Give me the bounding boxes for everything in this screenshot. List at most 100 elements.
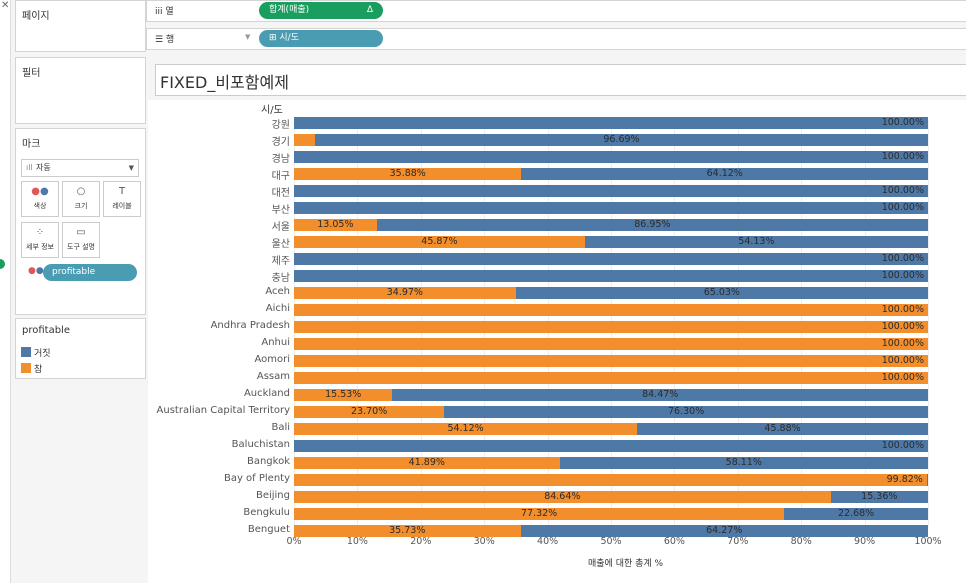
x-tick-label: 100% <box>914 536 942 547</box>
bar-segment-false[interactable] <box>294 270 928 282</box>
bar-segment-true[interactable] <box>294 321 928 333</box>
row-label[interactable]: Benguet <box>247 524 290 535</box>
row-label[interactable]: Baluchistan <box>231 439 290 450</box>
bar-segment-false[interactable] <box>294 151 928 163</box>
chevron-down-icon[interactable]: ▼ <box>245 33 251 41</box>
bar-segment-false[interactable] <box>637 423 928 435</box>
bar-chart-icon: ıll <box>26 163 33 172</box>
bar-segment-true[interactable] <box>294 457 560 469</box>
mark-type-select[interactable]: ıll 자동 ▼ <box>21 159 139 177</box>
bar-segment-false[interactable] <box>392 389 928 401</box>
x-tick-label: 80% <box>790 536 812 547</box>
bar-segment-false[interactable] <box>515 287 928 299</box>
row-label[interactable]: 충남 <box>271 273 290 284</box>
bar-segment-false[interactable] <box>520 525 928 537</box>
bar-segment-true[interactable] <box>294 491 831 503</box>
tooltip-label: 도구 설명 <box>67 243 95 251</box>
bar-segment-false[interactable] <box>376 219 928 231</box>
bar-segment-true[interactable] <box>294 168 522 180</box>
bar-segment-false[interactable] <box>294 185 928 197</box>
bar-segment-false[interactable] <box>314 134 928 146</box>
bar-segment-false[interactable] <box>784 508 928 520</box>
data-label: 41.89% <box>408 457 445 468</box>
row-label[interactable]: Bay of Plenty <box>223 473 290 484</box>
bar-segment-true[interactable] <box>294 355 928 367</box>
row-label[interactable]: 경기 <box>271 137 290 148</box>
row-label[interactable]: Aichi <box>265 303 290 314</box>
x-tick-label: 0% <box>286 536 302 547</box>
bar-segment-false[interactable] <box>830 491 928 503</box>
x-tick-label: 40% <box>537 536 559 547</box>
bar-segment-true[interactable] <box>294 338 928 350</box>
bar-segment-true[interactable] <box>294 406 445 418</box>
columns-pill[interactable]: 합계(매출) Δ <box>259 2 383 19</box>
data-label: 84.47% <box>642 389 679 400</box>
data-label: 100.00% <box>881 253 924 264</box>
bar-segment-true[interactable] <box>294 423 638 435</box>
row-label[interactable]: Anhui <box>261 337 290 348</box>
row-label[interactable]: 서울 <box>271 222 290 233</box>
bar-segment-true[interactable] <box>294 372 928 384</box>
row-label[interactable]: Bangkok <box>246 456 290 467</box>
delta-icon: Δ <box>366 5 373 15</box>
row-label[interactable]: 울산 <box>271 239 290 250</box>
filters-card[interactable]: 필터 <box>15 57 146 124</box>
bar-segment-true[interactable] <box>294 508 785 520</box>
row-label[interactable]: Beijing <box>255 490 290 501</box>
row-label[interactable]: Bengkulu <box>243 507 290 518</box>
profitable-pill[interactable]: profitable <box>43 264 137 281</box>
bar-segment-true[interactable] <box>294 474 927 486</box>
bar-segment-true[interactable] <box>294 134 315 146</box>
close-icon[interactable]: ✕ <box>1 0 10 11</box>
bar-segment-false[interactable] <box>559 457 928 469</box>
bar-segment-false[interactable] <box>584 236 928 248</box>
bar-segment-false[interactable] <box>521 168 928 180</box>
label-button[interactable]: T 레이블 <box>103 181 141 217</box>
row-label[interactable]: 강원 <box>271 120 290 131</box>
bar-segment-true[interactable] <box>294 236 585 248</box>
row-label[interactable]: Assam <box>256 371 290 382</box>
columns-shelf[interactable]: iii 열 합계(매출) Δ <box>146 0 966 22</box>
row-label[interactable]: 대구 <box>271 171 290 182</box>
chart-area[interactable]: 시/도 매출에 대한 총계 % 0% 10% 20% 30% 40% 50% 60% 70% 8… <box>148 100 966 583</box>
legend-item-true[interactable]: 참 <box>21 362 42 375</box>
row-label[interactable]: 대전 <box>271 188 290 199</box>
legend-item-false[interactable]: 거짓 <box>21 346 51 359</box>
bar-segment-false[interactable] <box>926 474 928 486</box>
row-label[interactable]: Aceh <box>265 286 290 297</box>
row-label[interactable]: 경남 <box>271 154 290 165</box>
panel-handle[interactable] <box>0 259 5 269</box>
rows-shelf[interactable]: ☰ 행 ▼ ⊞ 시/도 <box>146 28 966 50</box>
row-label[interactable]: 부산 <box>271 205 290 216</box>
bar-segment-true[interactable] <box>294 287 516 299</box>
data-label: 100.00% <box>881 304 924 315</box>
data-label: 58.11% <box>725 457 762 468</box>
bar-segment-true[interactable] <box>294 304 928 316</box>
detail-button[interactable]: ⁘ 세부 정보 <box>21 222 59 258</box>
row-label[interactable]: Aomori <box>254 354 290 365</box>
bar-segment-true[interactable] <box>294 389 393 401</box>
row-label[interactable]: Australian Capital Territory <box>156 405 290 416</box>
data-label: 54.12% <box>447 423 484 434</box>
row-label[interactable]: Auckland <box>243 388 290 399</box>
row-label[interactable]: Andhra Pradesh <box>210 320 290 331</box>
data-label: 64.12% <box>706 168 743 179</box>
x-tick-label: 10% <box>346 536 368 547</box>
row-label[interactable]: Bali <box>271 422 290 433</box>
bar-segment-false[interactable] <box>444 406 928 418</box>
color-button[interactable]: ●● 색상 <box>21 181 59 217</box>
view-title-box[interactable]: FIXED_비포함예제 <box>155 64 966 96</box>
size-button[interactable]: ○ 크기 <box>62 181 100 217</box>
bar-segment-false[interactable] <box>294 202 928 214</box>
bar-segment-true[interactable] <box>294 525 521 537</box>
bar-segment-false[interactable] <box>294 253 928 265</box>
bar-segment-false[interactable] <box>294 117 928 129</box>
data-label: 35.88% <box>389 168 426 179</box>
row-label[interactable]: 제주 <box>271 256 290 267</box>
pages-card: 페이지 <box>15 0 146 52</box>
bar-segment-true[interactable] <box>294 219 377 231</box>
color-icon: ●● <box>31 186 49 197</box>
tooltip-button[interactable]: ▭ 도구 설명 <box>62 222 100 258</box>
bar-segment-false[interactable] <box>294 440 928 452</box>
rows-pill[interactable]: ⊞ 시/도 <box>259 30 383 47</box>
